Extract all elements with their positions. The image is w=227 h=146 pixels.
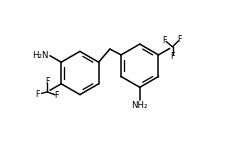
Text: NH₂: NH₂	[131, 101, 148, 110]
Text: H₂N: H₂N	[32, 51, 49, 60]
Text: F: F	[177, 35, 182, 44]
Text: F: F	[163, 36, 167, 45]
Text: F: F	[170, 52, 175, 61]
Text: F: F	[45, 78, 49, 86]
Text: F: F	[54, 91, 59, 100]
Text: F: F	[35, 90, 40, 99]
